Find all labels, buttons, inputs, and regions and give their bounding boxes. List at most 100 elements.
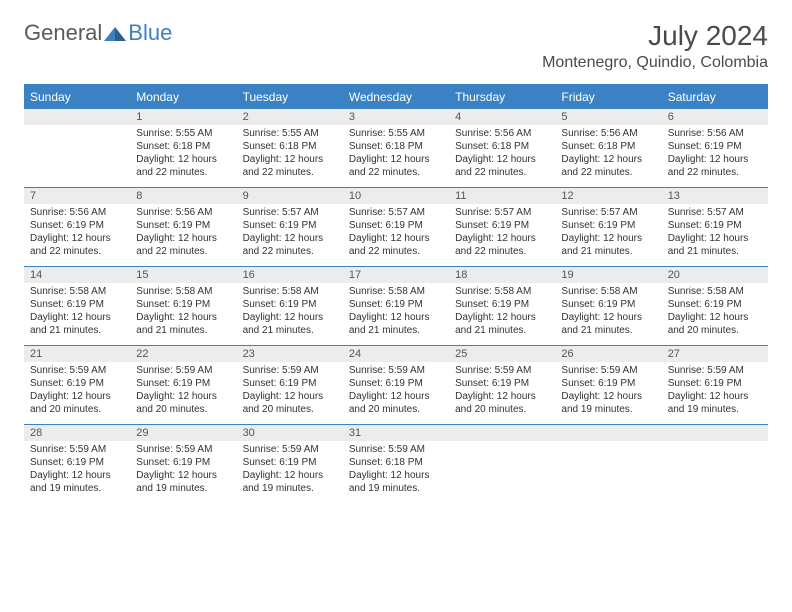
- day-number: 15: [130, 267, 236, 284]
- sunrise-text: Sunrise: 5:55 AM: [243, 127, 337, 140]
- day-number: 21: [24, 346, 130, 363]
- daylight-line1: Daylight: 12 hours: [136, 232, 230, 245]
- day-number: 10: [343, 188, 449, 205]
- day-number: 2: [237, 109, 343, 126]
- day-detail: Sunrise: 5:55 AMSunset: 6:18 PMDaylight:…: [130, 125, 236, 188]
- sunrise-text: Sunrise: 5:55 AM: [136, 127, 230, 140]
- sunrise-text: Sunrise: 5:58 AM: [349, 285, 443, 298]
- sunrise-text: Sunrise: 5:59 AM: [349, 443, 443, 456]
- sunset-text: Sunset: 6:18 PM: [136, 140, 230, 153]
- sunset-text: Sunset: 6:19 PM: [349, 377, 443, 390]
- day-header: Thursday: [449, 85, 555, 109]
- daylight-line1: Daylight: 12 hours: [136, 153, 230, 166]
- daylight-line1: Daylight: 12 hours: [30, 390, 124, 403]
- day-header: Tuesday: [237, 85, 343, 109]
- daylight-line1: Daylight: 12 hours: [349, 469, 443, 482]
- sunset-text: Sunset: 6:19 PM: [668, 140, 762, 153]
- sunset-text: Sunset: 6:18 PM: [561, 140, 655, 153]
- day-detail: Sunrise: 5:59 AMSunset: 6:19 PMDaylight:…: [237, 441, 343, 503]
- day-number: 24: [343, 346, 449, 363]
- daylight-line1: Daylight: 12 hours: [668, 153, 762, 166]
- day-detail: Sunrise: 5:59 AMSunset: 6:19 PMDaylight:…: [449, 362, 555, 425]
- daylight-line2: and 22 minutes.: [349, 166, 443, 179]
- day-header: Saturday: [662, 85, 768, 109]
- day-detail: Sunrise: 5:56 AMSunset: 6:19 PMDaylight:…: [24, 204, 130, 267]
- day-number: 19: [555, 267, 661, 284]
- day-number: 27: [662, 346, 768, 363]
- sunset-text: Sunset: 6:19 PM: [455, 377, 549, 390]
- daylight-line2: and 22 minutes.: [243, 166, 337, 179]
- sunset-text: Sunset: 6:19 PM: [30, 377, 124, 390]
- day-detail: [662, 441, 768, 503]
- sunset-text: Sunset: 6:19 PM: [30, 219, 124, 232]
- week-number-row: 28293031: [24, 425, 768, 442]
- day-header: Monday: [130, 85, 236, 109]
- sunset-text: Sunset: 6:19 PM: [136, 456, 230, 469]
- daylight-line1: Daylight: 12 hours: [136, 311, 230, 324]
- sunset-text: Sunset: 6:19 PM: [349, 298, 443, 311]
- sunset-text: Sunset: 6:19 PM: [136, 377, 230, 390]
- sunrise-text: Sunrise: 5:56 AM: [668, 127, 762, 140]
- sunset-text: Sunset: 6:19 PM: [243, 456, 337, 469]
- day-number: 29: [130, 425, 236, 442]
- sunrise-text: Sunrise: 5:59 AM: [136, 443, 230, 456]
- sunset-text: Sunset: 6:18 PM: [455, 140, 549, 153]
- sunrise-text: Sunrise: 5:59 AM: [561, 364, 655, 377]
- daylight-line1: Daylight: 12 hours: [561, 390, 655, 403]
- daylight-line2: and 20 minutes.: [243, 403, 337, 416]
- daylight-line1: Daylight: 12 hours: [136, 390, 230, 403]
- sunset-text: Sunset: 6:19 PM: [30, 456, 124, 469]
- day-number: 20: [662, 267, 768, 284]
- day-header: Friday: [555, 85, 661, 109]
- day-detail: Sunrise: 5:55 AMSunset: 6:18 PMDaylight:…: [237, 125, 343, 188]
- day-number: 17: [343, 267, 449, 284]
- day-detail: Sunrise: 5:59 AMSunset: 6:19 PMDaylight:…: [237, 362, 343, 425]
- day-detail: Sunrise: 5:56 AMSunset: 6:18 PMDaylight:…: [555, 125, 661, 188]
- day-detail: Sunrise: 5:58 AMSunset: 6:19 PMDaylight:…: [24, 283, 130, 346]
- sunrise-text: Sunrise: 5:59 AM: [243, 443, 337, 456]
- sunrise-text: Sunrise: 5:59 AM: [243, 364, 337, 377]
- day-number: 5: [555, 109, 661, 126]
- day-number: 11: [449, 188, 555, 205]
- sunset-text: Sunset: 6:19 PM: [668, 219, 762, 232]
- day-header-row: Sunday Monday Tuesday Wednesday Thursday…: [24, 85, 768, 109]
- day-detail: Sunrise: 5:58 AMSunset: 6:19 PMDaylight:…: [449, 283, 555, 346]
- daylight-line1: Daylight: 12 hours: [455, 153, 549, 166]
- week-number-row: 21222324252627: [24, 346, 768, 363]
- day-detail: [555, 441, 661, 503]
- week-number-row: 14151617181920: [24, 267, 768, 284]
- sunset-text: Sunset: 6:18 PM: [349, 140, 443, 153]
- day-number: 7: [24, 188, 130, 205]
- logo: General Blue: [24, 20, 172, 46]
- daylight-line1: Daylight: 12 hours: [30, 469, 124, 482]
- sunrise-text: Sunrise: 5:57 AM: [349, 206, 443, 219]
- day-detail: Sunrise: 5:59 AMSunset: 6:19 PMDaylight:…: [662, 362, 768, 425]
- sunrise-text: Sunrise: 5:57 AM: [561, 206, 655, 219]
- day-number: [24, 109, 130, 126]
- day-detail: Sunrise: 5:57 AMSunset: 6:19 PMDaylight:…: [449, 204, 555, 267]
- day-detail: Sunrise: 5:59 AMSunset: 6:19 PMDaylight:…: [24, 362, 130, 425]
- sunset-text: Sunset: 6:19 PM: [561, 377, 655, 390]
- day-number: [662, 425, 768, 442]
- day-detail: Sunrise: 5:57 AMSunset: 6:19 PMDaylight:…: [343, 204, 449, 267]
- day-number: 30: [237, 425, 343, 442]
- day-detail: Sunrise: 5:59 AMSunset: 6:18 PMDaylight:…: [343, 441, 449, 503]
- sunrise-text: Sunrise: 5:58 AM: [561, 285, 655, 298]
- day-detail: Sunrise: 5:59 AMSunset: 6:19 PMDaylight:…: [130, 362, 236, 425]
- day-detail: Sunrise: 5:59 AMSunset: 6:19 PMDaylight:…: [343, 362, 449, 425]
- sunset-text: Sunset: 6:19 PM: [668, 298, 762, 311]
- day-number: 4: [449, 109, 555, 126]
- daylight-line2: and 21 minutes.: [455, 324, 549, 337]
- week-detail-row: Sunrise: 5:55 AMSunset: 6:18 PMDaylight:…: [24, 125, 768, 188]
- daylight-line1: Daylight: 12 hours: [243, 153, 337, 166]
- daylight-line1: Daylight: 12 hours: [349, 153, 443, 166]
- day-number: 28: [24, 425, 130, 442]
- week-detail-row: Sunrise: 5:59 AMSunset: 6:19 PMDaylight:…: [24, 441, 768, 503]
- sunrise-text: Sunrise: 5:57 AM: [243, 206, 337, 219]
- daylight-line2: and 22 minutes.: [30, 245, 124, 258]
- sunset-text: Sunset: 6:19 PM: [561, 219, 655, 232]
- month-title: July 2024: [542, 20, 768, 52]
- daylight-line1: Daylight: 12 hours: [243, 232, 337, 245]
- sunset-text: Sunset: 6:19 PM: [136, 219, 230, 232]
- daylight-line1: Daylight: 12 hours: [668, 311, 762, 324]
